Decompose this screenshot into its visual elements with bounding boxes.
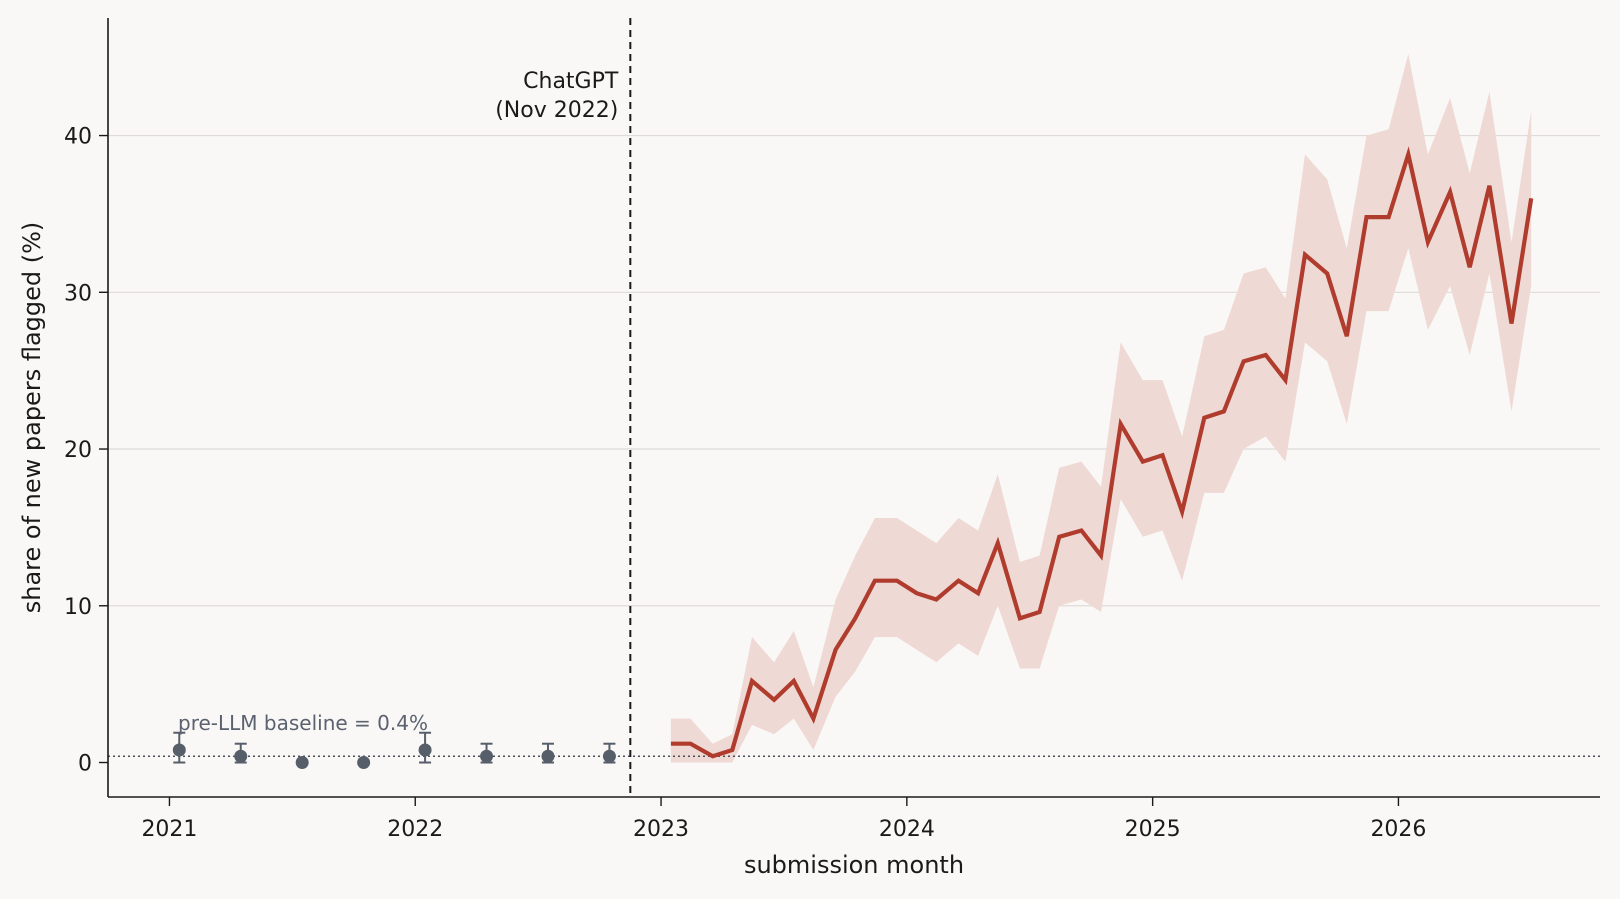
- x-tick-label: 2022: [387, 817, 443, 842]
- confidence-band: [670, 54, 1532, 763]
- confidence-band-group: [670, 54, 1532, 763]
- pre-llm-points-group: [172, 731, 616, 770]
- pre-llm-point: [541, 749, 555, 763]
- baseline-label: pre-LLM baseline = 0.4%: [178, 711, 428, 735]
- pre-llm-point: [172, 743, 186, 757]
- x-ticks: 2021 2022 2023 2024 2025 2026: [141, 797, 1426, 842]
- y-tick-label: 40: [64, 125, 92, 150]
- chatgpt-annotation-line2: (Nov 2022): [495, 98, 618, 123]
- y-tick-label: 20: [64, 438, 92, 463]
- pre-llm-point: [234, 749, 248, 763]
- pre-llm-point: [480, 749, 494, 763]
- x-tick-label: 2021: [141, 817, 197, 842]
- x-axis-title: submission month: [744, 851, 964, 879]
- series-group: [670, 146, 1534, 759]
- axes: [107, 18, 1600, 798]
- x-tick-label: 2025: [1125, 817, 1181, 842]
- series-line: [670, 146, 1534, 759]
- chatgpt-annotation-line1: ChatGPT: [523, 69, 619, 94]
- pre-llm-point: [295, 756, 309, 770]
- x-tick-label: 2026: [1370, 817, 1426, 842]
- pre-llm-point: [418, 743, 432, 757]
- y-tick-label: 30: [64, 281, 92, 306]
- y-tick-label: 10: [64, 595, 92, 620]
- y-ticks: 0 10 20 30 40: [64, 125, 108, 777]
- x-tick-label: 2023: [633, 817, 689, 842]
- x-tick-label: 2024: [879, 817, 935, 842]
- pre-llm-point: [602, 749, 616, 763]
- y-axis-title: share of new papers flagged (%): [18, 222, 46, 614]
- pre-llm-point: [357, 756, 371, 770]
- y-tick-label: 0: [78, 752, 92, 777]
